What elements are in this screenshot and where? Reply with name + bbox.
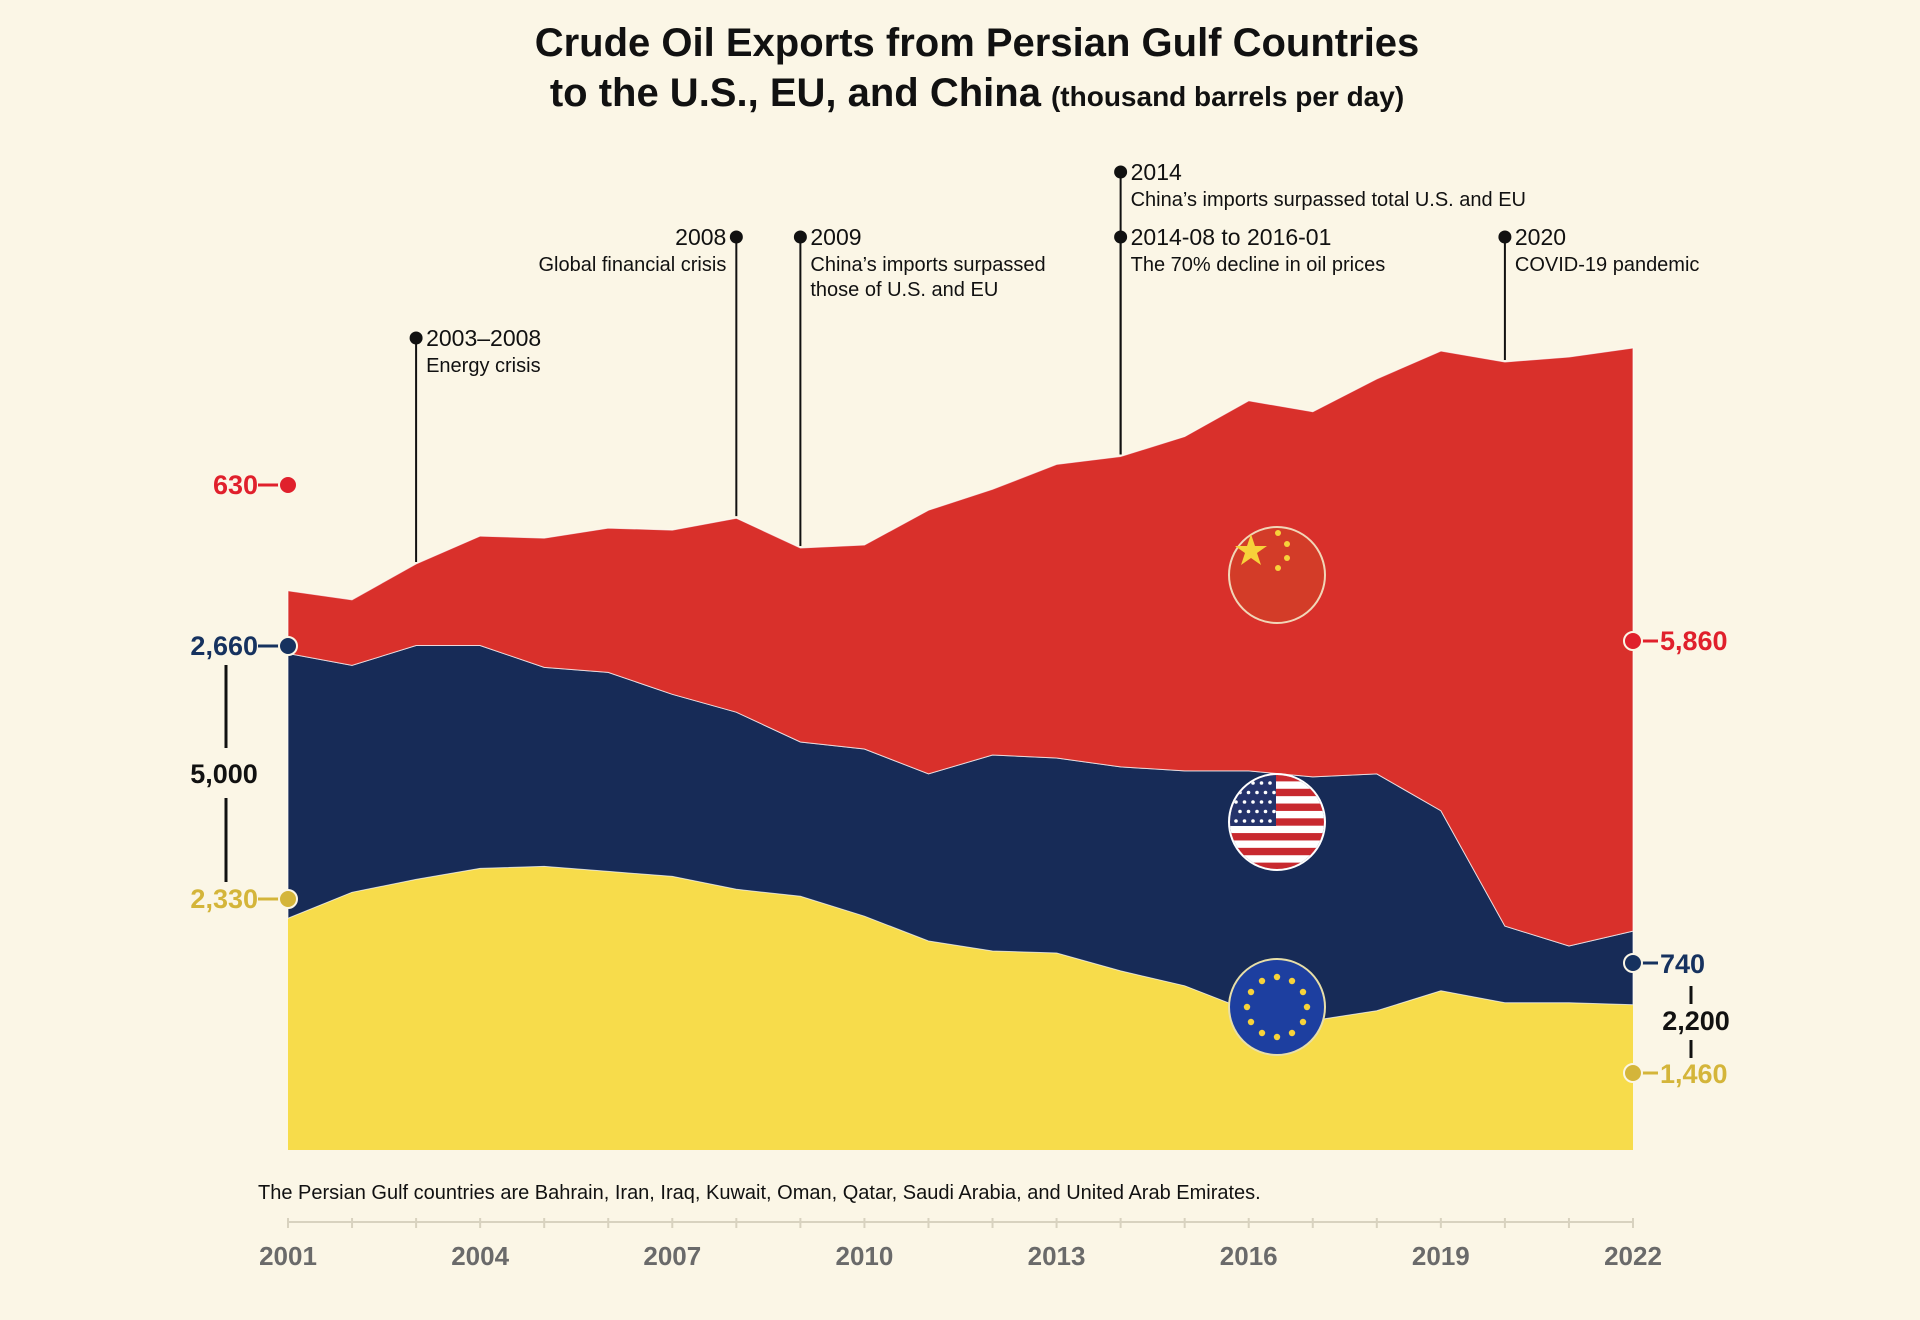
x-tick-label: 2013 — [1028, 1241, 1086, 1271]
us-start-label: 2,660 — [190, 631, 258, 661]
us-end-label: 740 — [1660, 949, 1705, 979]
annotation-1: 2003–2008 Energy crisis — [409, 325, 541, 562]
x-tick-label: 2007 — [643, 1241, 701, 1271]
area-china — [287, 347, 1634, 947]
area-layers — [287, 347, 1634, 1150]
annotation-description: China’s imports surpassed — [810, 254, 1045, 276]
annotation-2: 2008 Global financial crisis — [538, 224, 743, 517]
end-total-label: 2,200 — [1662, 1006, 1730, 1036]
annotation-6: 2020 COVID-19 pandemic — [1498, 224, 1699, 360]
footnote: The Persian Gulf countries are Bahrain, … — [258, 1182, 1261, 1204]
annotation-heading: 2020 — [1515, 224, 1566, 250]
annotation-description: Global financial crisis — [538, 254, 726, 276]
chart-title-main: to the U.S., EU, and China — [550, 71, 1042, 115]
chart-title-unit: (thousand barrels per day) — [1051, 81, 1404, 112]
annotation-description: China’s imports surpassed total U.S. and… — [1131, 189, 1526, 211]
x-tick-label: 2019 — [1412, 1241, 1470, 1271]
us-end-marker — [1623, 953, 1643, 973]
x-tick-label: 2010 — [836, 1241, 894, 1271]
annotation-description: Energy crisis — [426, 355, 540, 377]
china-start-label: 630 — [213, 470, 258, 500]
x-tick-label: 2004 — [451, 1241, 509, 1271]
china-end-label: 5,860 — [1660, 626, 1728, 656]
eu-end-marker — [1623, 1063, 1643, 1083]
annotation-heading: 2003–2008 — [426, 325, 541, 351]
annotation-description: COVID-19 pandemic — [1515, 254, 1700, 276]
annotation-description: The 70% decline in oil prices — [1131, 254, 1386, 276]
x-tick-label: 2016 — [1220, 1241, 1278, 1271]
annotation-heading: 2008 — [675, 224, 726, 250]
area-eu — [288, 866, 1633, 1150]
annotation-heading: 2014-08 to 2016-01 — [1131, 224, 1332, 250]
china-start-marker — [278, 475, 298, 495]
chart-title: Crude Oil Exports from Persian Gulf Coun… — [535, 21, 1420, 65]
china-flag-icon — [1228, 526, 1326, 624]
eu-flag-icon — [1228, 958, 1326, 1056]
annotation-heading: 2009 — [810, 224, 861, 250]
china-end-marker — [1623, 631, 1643, 651]
x-tick-label: 2001 — [259, 1241, 317, 1271]
eu-end-label: 1,460 — [1660, 1059, 1728, 1089]
us-start-marker — [278, 636, 298, 656]
annotation-3: 2009 China’s imports surpassed those of U.… — [793, 224, 1046, 547]
chart-title-line2: to the U.S., EU, and China (thousand barr… — [550, 71, 1404, 115]
eu-start-marker — [278, 889, 298, 909]
annotation-5: 2014-08 to 2016-01 The 70% decline in oil… — [1114, 224, 1386, 455]
x-axis-ticks: 2001 2004 2007 2010 2013 2016 2019 2022 — [259, 1218, 1662, 1271]
eu-start-label: 2,330 — [190, 884, 258, 914]
annotations: 2003–2008 Energy crisis 2008 Global financi… — [409, 159, 1699, 562]
annotation-description: those of U.S. and EU — [810, 279, 998, 301]
x-tick-label: 2022 — [1604, 1241, 1662, 1271]
annotation-heading: 2014 — [1131, 159, 1182, 185]
us-flag-icon — [1228, 773, 1326, 871]
start-total-label: 5,000 — [190, 759, 258, 789]
